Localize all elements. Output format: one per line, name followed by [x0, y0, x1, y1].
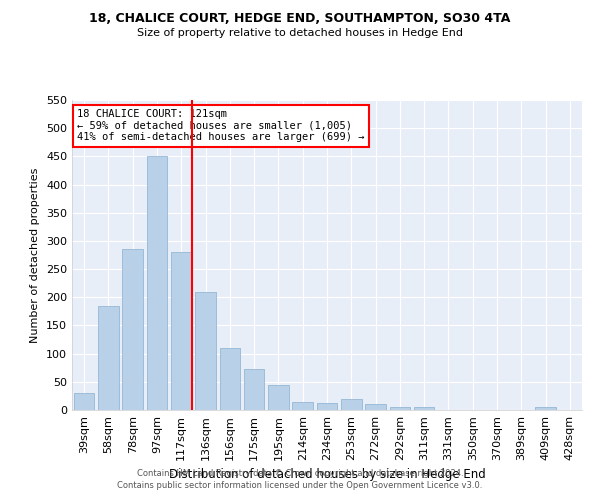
Y-axis label: Number of detached properties: Number of detached properties: [31, 168, 40, 342]
Bar: [74, 393, 94, 410]
Bar: [98, 306, 119, 410]
Bar: [535, 407, 556, 410]
Text: Size of property relative to detached houses in Hedge End: Size of property relative to detached ho…: [137, 28, 463, 38]
Bar: [220, 348, 240, 410]
Text: Contains HM Land Registry data © Crown copyright and database right 2024.: Contains HM Land Registry data © Crown c…: [137, 468, 463, 477]
Bar: [268, 384, 289, 410]
Bar: [195, 292, 216, 410]
Text: 18, CHALICE COURT, HEDGE END, SOUTHAMPTON, SO30 4TA: 18, CHALICE COURT, HEDGE END, SOUTHAMPTO…: [89, 12, 511, 26]
Text: 18 CHALICE COURT: 121sqm
← 59% of detached houses are smaller (1,005)
41% of sem: 18 CHALICE COURT: 121sqm ← 59% of detach…: [77, 110, 365, 142]
Bar: [122, 250, 143, 410]
Bar: [317, 403, 337, 410]
Bar: [146, 156, 167, 410]
Bar: [292, 402, 313, 410]
Bar: [389, 407, 410, 410]
Bar: [244, 370, 265, 410]
Bar: [341, 398, 362, 410]
Bar: [365, 404, 386, 410]
Bar: [414, 407, 434, 410]
Bar: [171, 252, 191, 410]
Text: Contains public sector information licensed under the Open Government Licence v3: Contains public sector information licen…: [118, 481, 482, 490]
X-axis label: Distribution of detached houses by size in Hedge End: Distribution of detached houses by size …: [169, 468, 485, 481]
